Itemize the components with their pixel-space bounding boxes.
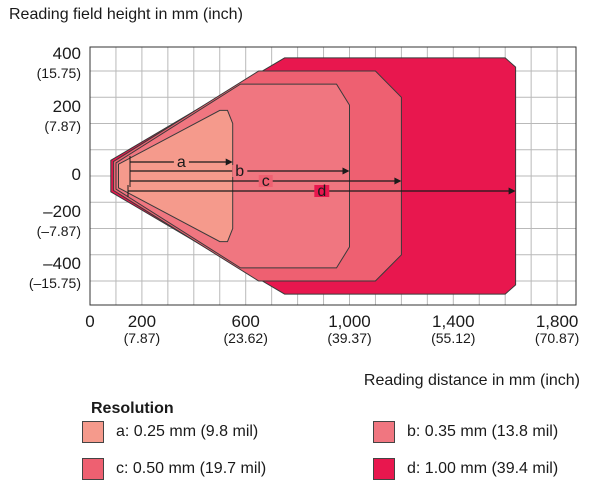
- y-tick-inch: (–7.87): [36, 222, 81, 239]
- plot-frame: [89, 46, 577, 306]
- y-tick-inch: (15.75): [36, 65, 81, 81]
- x-tick-label: 1,000 (39.37): [310, 313, 390, 347]
- x-tick-label: 1,400 (55.12): [413, 313, 493, 347]
- x-tick-label: 0: [50, 313, 130, 330]
- x-tick-value: 1,800: [535, 312, 579, 331]
- x-tick-inch: (55.12): [431, 330, 476, 346]
- x-tick-inch: (70.87): [534, 330, 580, 346]
- y-tick-label: –400 (–15.75): [29, 255, 81, 292]
- legend-item-a: a: 0.25 mm (9.8 mil): [82, 421, 258, 443]
- legend-label-d: d: 1.00 mm (39.4 mil): [407, 460, 559, 477]
- y-tick-label: –200 (–7.87): [36, 201, 81, 240]
- arrow-label-bg: [173, 156, 189, 168]
- arrow-label-c: c: [262, 173, 270, 190]
- legend-label-c: c: 0.50 mm (19.7 mil): [116, 460, 267, 477]
- arrow-label-bg: [232, 165, 248, 177]
- legend-title: Resolution: [91, 400, 174, 417]
- reading-fields: [110, 57, 517, 295]
- arrowhead: [508, 187, 516, 195]
- legend-swatch-d: [373, 458, 395, 480]
- legend-swatch-a: [82, 421, 104, 443]
- arrowhead: [225, 158, 233, 166]
- arrow-label-bg: [314, 185, 330, 197]
- x-tick-value: 1,400: [432, 312, 475, 331]
- legend-swatch-c: [82, 458, 104, 480]
- arrowhead: [394, 177, 402, 185]
- x-tick-value: 0: [85, 312, 95, 331]
- legend-item-c: c: 0.50 mm (19.7 mil): [82, 458, 266, 480]
- legend-item-d: d: 1.00 mm (39.4 mil): [373, 458, 558, 480]
- arrow-b: b: [129, 163, 350, 180]
- x-tick-label: 1,800 (70.87): [517, 313, 594, 347]
- y-tick-value: –400: [43, 254, 81, 273]
- field-a: [118, 109, 234, 243]
- x-tick-value: 1,000: [328, 312, 371, 331]
- arrow-label-b: b: [235, 163, 244, 180]
- x-tick-inch: (7.87): [123, 330, 161, 346]
- x-tick-value: 200: [127, 312, 157, 331]
- arrow-d: d: [127, 183, 516, 200]
- x-axis-title: Reading distance in mm (inch): [363, 372, 580, 389]
- y-tick-label: 400 (15.75): [37, 45, 81, 82]
- y-tick-inch: (–15.75): [28, 275, 81, 291]
- legend-label-b: b: 0.35 mm (13.8 mil): [407, 423, 559, 440]
- y-tick-label: 0: [72, 166, 81, 185]
- x-tick-label: 200 (7.87): [102, 313, 182, 347]
- y-tick-inch: (7.87): [44, 117, 81, 134]
- y-tick-value: 200: [52, 96, 81, 116]
- legend-label-a: a: 0.25 mm (9.8 mil): [116, 423, 259, 440]
- legend-item-b: b: 0.35 mm (13.8 mil): [373, 421, 558, 443]
- arrow-c: c: [129, 173, 402, 190]
- x-tick-value: 600: [231, 312, 260, 331]
- arrow-label-a: a: [177, 154, 186, 171]
- y-tick-value: 400: [52, 44, 81, 63]
- arrow-label-bg: [258, 175, 273, 187]
- x-tick-label: 600 (23.62): [206, 313, 286, 347]
- chart-title: Reading field height in mm (inch): [9, 6, 243, 23]
- arrowhead: [342, 167, 350, 175]
- y-tick-label: 200 (7.87): [44, 96, 81, 135]
- distance-arrows: a b c d: [127, 154, 516, 200]
- x-tick-inch: (39.37): [327, 330, 372, 346]
- x-tick-inch: (23.62): [223, 330, 268, 346]
- y-tick-value: 0: [71, 165, 81, 184]
- legend-swatch-b: [373, 421, 395, 443]
- y-tick-value: –200: [43, 201, 81, 221]
- arrow-label-d: d: [317, 183, 326, 200]
